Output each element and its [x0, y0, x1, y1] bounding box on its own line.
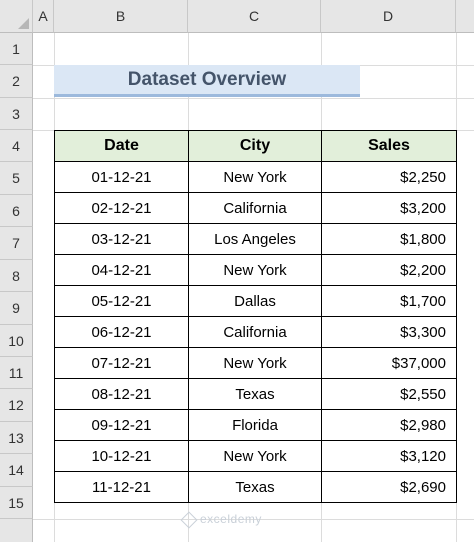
row-header-14[interactable]: 14 [0, 454, 33, 487]
city-cell[interactable]: Dallas [188, 285, 322, 317]
date-cell[interactable]: 10-12-21 [54, 440, 189, 472]
table-header-row: Date City Sales [54, 130, 457, 162]
row-header-7[interactable]: 7 [0, 227, 33, 260]
date-cell[interactable]: 09-12-21 [54, 409, 189, 441]
column-header-b[interactable]: B [54, 0, 188, 33]
sales-cell[interactable]: $2,690 [321, 471, 457, 503]
sales-cell[interactable]: $2,250 [321, 161, 457, 193]
table-row: 04-12-21 New York $2,200 [54, 254, 457, 286]
row-header-11[interactable]: 11 [0, 357, 33, 389]
table-row: 09-12-21 Florida $2,980 [54, 409, 457, 441]
sales-cell[interactable]: $3,300 [321, 316, 457, 348]
row-header-3[interactable]: 3 [0, 98, 33, 130]
city-cell[interactable]: California [188, 192, 322, 224]
table-row: 07-12-21 New York $37,000 [54, 347, 457, 379]
row-header-6[interactable]: 6 [0, 195, 33, 227]
row-header-8[interactable]: 8 [0, 260, 33, 292]
table-row: 11-12-21 Texas $2,690 [54, 471, 457, 503]
table-row: 02-12-21 California $3,200 [54, 192, 457, 224]
header-sales[interactable]: Sales [321, 130, 457, 162]
row-header-13[interactable]: 13 [0, 422, 33, 454]
select-all-corner[interactable] [0, 0, 33, 33]
date-cell[interactable]: 03-12-21 [54, 223, 189, 255]
date-cell[interactable]: 08-12-21 [54, 378, 189, 410]
gridline [33, 519, 474, 520]
date-cell[interactable]: 06-12-21 [54, 316, 189, 348]
row-header-5[interactable]: 5 [0, 162, 33, 195]
sales-cell[interactable]: $2,200 [321, 254, 457, 286]
row-header-4[interactable]: 4 [0, 130, 33, 162]
select-all-triangle-icon [18, 18, 29, 29]
row-header-10[interactable]: 10 [0, 325, 33, 357]
sales-cell[interactable]: $1,800 [321, 223, 457, 255]
sales-cell[interactable]: $37,000 [321, 347, 457, 379]
city-cell[interactable]: New York [188, 347, 322, 379]
date-cell[interactable]: 04-12-21 [54, 254, 189, 286]
column-header-e[interactable] [456, 0, 474, 33]
row-header-9[interactable]: 9 [0, 292, 33, 325]
row-header-12[interactable]: 12 [0, 389, 33, 422]
date-cell[interactable]: 07-12-21 [54, 347, 189, 379]
date-cell[interactable]: 02-12-21 [54, 192, 189, 224]
city-cell[interactable]: Los Angeles [188, 223, 322, 255]
city-cell[interactable]: Texas [188, 471, 322, 503]
column-header-a[interactable]: A [33, 0, 54, 33]
watermark-text: exceldemy [200, 512, 262, 526]
sales-cell[interactable]: $3,200 [321, 192, 457, 224]
table-row: 01-12-21 New York $2,250 [54, 161, 457, 193]
city-cell[interactable]: New York [188, 254, 322, 286]
row-header-1[interactable]: 1 [0, 33, 33, 65]
watermark-logo-icon [180, 511, 198, 529]
sales-cell[interactable]: $1,700 [321, 285, 457, 317]
sales-cell[interactable]: $2,550 [321, 378, 457, 410]
table-row: 03-12-21 Los Angeles $1,800 [54, 223, 457, 255]
row-header-16[interactable] [0, 519, 33, 542]
table-row: 08-12-21 Texas $2,550 [54, 378, 457, 410]
watermark: exceldemy [180, 511, 262, 529]
sales-cell[interactable]: $2,980 [321, 409, 457, 441]
header-city[interactable]: City [188, 130, 322, 162]
date-cell[interactable]: 01-12-21 [54, 161, 189, 193]
city-cell[interactable]: New York [188, 161, 322, 193]
column-header-d[interactable]: D [321, 0, 456, 33]
date-cell[interactable]: 11-12-21 [54, 471, 189, 503]
city-cell[interactable]: New York [188, 440, 322, 472]
table-row: 06-12-21 California $3,300 [54, 316, 457, 348]
table-row: 05-12-21 Dallas $1,700 [54, 285, 457, 317]
header-date[interactable]: Date [54, 130, 189, 162]
row-header-15[interactable]: 15 [0, 487, 33, 519]
row-header-2[interactable]: 2 [0, 65, 33, 98]
column-header-c[interactable]: C [188, 0, 321, 33]
city-cell[interactable]: Florida [188, 409, 322, 441]
table-row: 10-12-21 New York $3,120 [54, 440, 457, 472]
city-cell[interactable]: California [188, 316, 322, 348]
sales-table: Date City Sales 01-12-21 New York $2,250… [54, 130, 457, 503]
gridline [456, 33, 457, 542]
dataset-title[interactable]: Dataset Overview [54, 65, 360, 97]
date-cell[interactable]: 05-12-21 [54, 285, 189, 317]
gridline [33, 98, 474, 99]
sales-cell[interactable]: $3,120 [321, 440, 457, 472]
city-cell[interactable]: Texas [188, 378, 322, 410]
